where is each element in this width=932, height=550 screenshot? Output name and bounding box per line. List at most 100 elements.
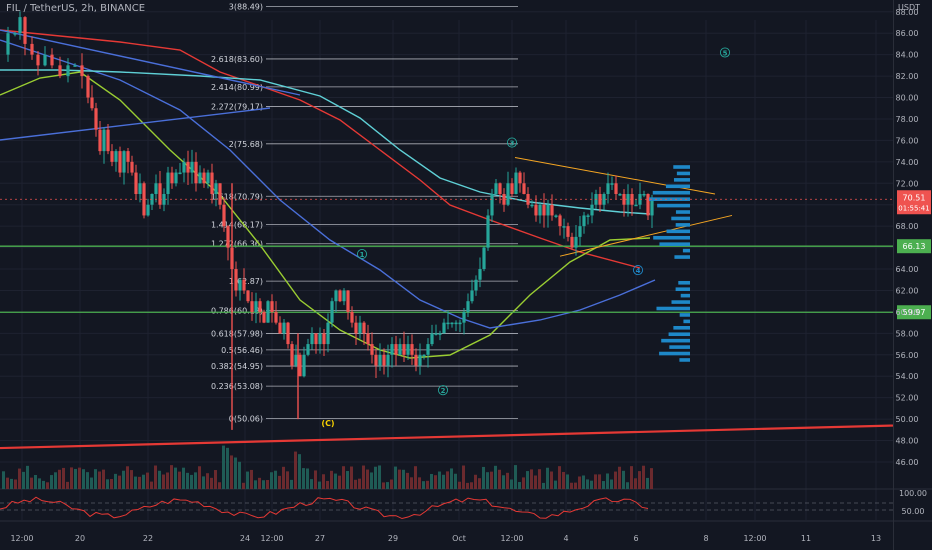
- candle-body: [422, 354, 426, 357]
- volume-bar: [502, 475, 505, 489]
- volume-bar: [190, 474, 193, 489]
- candle-body: [218, 183, 222, 205]
- ma-fast-line: [0, 71, 651, 359]
- volume-bar: [586, 479, 589, 489]
- fib-label: 0.786(60.13): [211, 307, 263, 316]
- volume-bar: [230, 455, 233, 489]
- volume-bar: [122, 470, 125, 489]
- time-tick-label: 12:00: [743, 534, 766, 543]
- candle-body: [102, 129, 106, 152]
- volume-bar: [54, 472, 57, 489]
- horizontal-level-label: 66.13: [903, 242, 926, 251]
- candle-body: [586, 215, 590, 217]
- candle-body: [366, 333, 370, 345]
- candle-body: [254, 301, 258, 312]
- volume-bar: [322, 474, 325, 489]
- wave-label-circle: [719, 47, 731, 58]
- candle-body: [80, 65, 84, 77]
- volume-bar: [402, 469, 405, 489]
- volume-bar: [158, 470, 161, 489]
- volume-bar: [150, 481, 153, 489]
- time-axis[interactable]: 12:00 20 22 24 12:00 27 29 Oct 12:00 4 6 8 12:00 11 13: [10, 534, 881, 543]
- candle-body: [286, 322, 290, 345]
- candles: [6, 11, 654, 430]
- volume-bar: [398, 469, 401, 489]
- profile-bar: [674, 255, 690, 259]
- candle-body: [442, 322, 446, 334]
- volume-bar: [246, 471, 249, 489]
- horizontal-level-label: 59.97: [903, 308, 926, 317]
- volume-bar: [550, 471, 553, 489]
- candle-body: [174, 172, 178, 184]
- profile-bar: [661, 338, 690, 343]
- candle-body: [434, 333, 438, 335]
- profile-bar: [673, 326, 690, 330]
- volume-bar: [58, 469, 61, 489]
- volume-bar: [238, 461, 241, 489]
- profile-bar: [665, 184, 690, 189]
- volume-bar: [306, 468, 309, 489]
- candle-body: [546, 204, 550, 216]
- candle-body: [642, 194, 646, 196]
- volume-bar: [318, 481, 321, 489]
- candle-body: [170, 172, 174, 184]
- volume-bar: [422, 481, 425, 489]
- candle-body: [578, 226, 582, 237]
- candle-body: [274, 311, 278, 323]
- volume-bar: [294, 451, 297, 489]
- profile-bar: [659, 351, 690, 356]
- candle-body: [506, 183, 510, 205]
- current-price-label: 70.51: [903, 193, 926, 202]
- candle-body: [206, 172, 210, 184]
- volume-bar: [198, 466, 201, 489]
- volume-bar: [202, 476, 205, 489]
- volume-bar: [46, 482, 49, 489]
- volume-bar: [234, 457, 237, 489]
- profile-bar: [675, 223, 690, 227]
- volume-bar: [526, 471, 529, 489]
- candle-body: [202, 172, 206, 184]
- volume-bar: [334, 473, 337, 489]
- candle-body: [234, 269, 238, 291]
- fib-label: 2.414(80.99): [211, 83, 263, 92]
- wave-labels: 1 2 3 4 5 (C): [321, 47, 731, 428]
- candle-body: [158, 183, 162, 205]
- volume-bar: [62, 467, 65, 489]
- volume-bar: [266, 480, 269, 489]
- candle-body: [474, 279, 478, 291]
- time-tick-label: 12:00: [260, 534, 283, 543]
- volume-bar: [594, 474, 597, 489]
- volume-bar: [126, 466, 129, 489]
- volume-bar: [50, 475, 53, 489]
- candle-body: [334, 290, 338, 302]
- volume-bar: [34, 474, 37, 489]
- volume-bar: [358, 478, 361, 489]
- volume-bar: [634, 478, 637, 489]
- profile-bar: [680, 293, 690, 298]
- price-axis[interactable]: 88.00 86.00 84.00 82.00 80.00 78.00 76.00 74.00…: [0, 8, 931, 467]
- wave-label: 1: [360, 251, 365, 259]
- volume-bar: [206, 473, 209, 489]
- price-tick-label: 46.00: [896, 458, 919, 467]
- trend-lines[interactable]: [0, 29, 894, 450]
- volume-bar: [466, 482, 469, 489]
- volume-bar: [162, 474, 165, 489]
- profile-bar: [671, 216, 690, 221]
- candle-body: [354, 322, 358, 334]
- horizontal-levels[interactable]: 66.13 59.97: [0, 239, 931, 320]
- volume-bar: [26, 465, 29, 489]
- volume-bar: [346, 471, 349, 489]
- volume-bar: [510, 479, 513, 489]
- volume-bar: [174, 467, 177, 489]
- volume-bar: [578, 476, 581, 489]
- candle-body: [130, 161, 134, 173]
- blue-trend-line: [0, 29, 301, 96]
- candle-body: [310, 333, 314, 345]
- volume-bar: [362, 465, 365, 489]
- volume-bar: [582, 475, 585, 489]
- price-tick-label: 62.00: [896, 286, 919, 295]
- horizontal-level-badge: [897, 239, 931, 254]
- price-unit: USDT: [898, 3, 920, 12]
- candle-body: [406, 344, 410, 355]
